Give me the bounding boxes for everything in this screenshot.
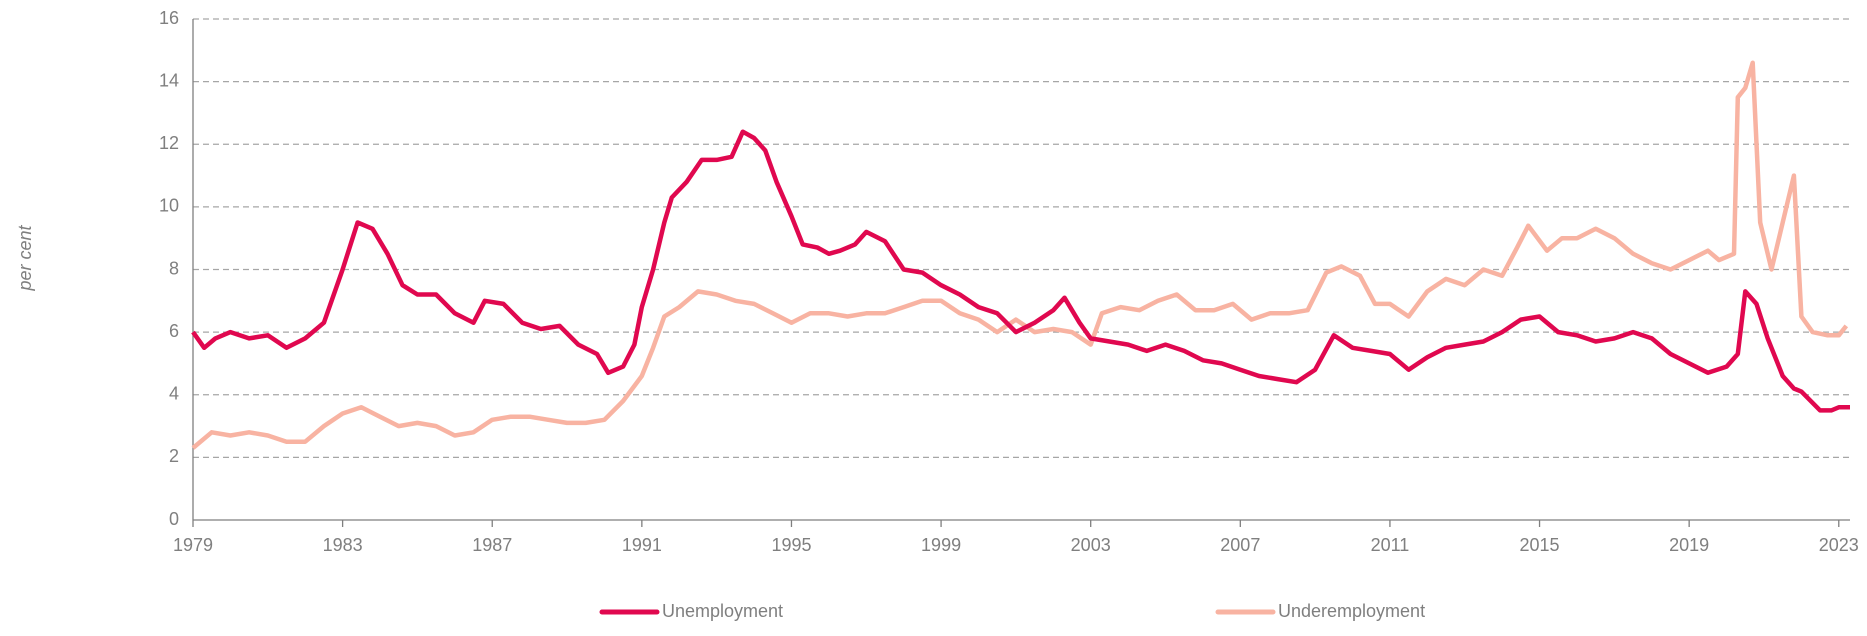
y-axis-label: per cent — [15, 224, 35, 291]
series-line — [191, 60, 1849, 450]
y-tick-label: 0 — [169, 509, 179, 529]
x-tick-label: 2015 — [1520, 535, 1560, 555]
legend-label: Unemployment — [662, 601, 783, 621]
y-tick-label: 6 — [169, 321, 179, 341]
legend-label: Underemployment — [1278, 601, 1425, 621]
x-tick-label: 2019 — [1669, 535, 1709, 555]
x-tick-label: 1999 — [921, 535, 961, 555]
series-line — [191, 129, 1850, 413]
x-tick-label: 1979 — [173, 535, 213, 555]
y-tick-label: 8 — [169, 258, 179, 278]
x-tick-label: 2003 — [1071, 535, 1111, 555]
y-tick-label: 12 — [159, 133, 179, 153]
x-tick-label: 1987 — [472, 535, 512, 555]
x-tick-label: 1983 — [323, 535, 363, 555]
x-tick-label: 1991 — [622, 535, 662, 555]
x-tick-label: 2007 — [1220, 535, 1260, 555]
x-tick-label: 2011 — [1371, 535, 1410, 555]
y-tick-label: 2 — [169, 446, 179, 466]
x-tick-label: 2023 — [1819, 535, 1859, 555]
y-tick-label: 4 — [169, 384, 179, 404]
y-tick-label: 14 — [159, 70, 179, 90]
y-tick-label: 16 — [159, 8, 179, 28]
x-tick-label: 1995 — [771, 535, 811, 555]
y-tick-label: 10 — [159, 196, 179, 216]
